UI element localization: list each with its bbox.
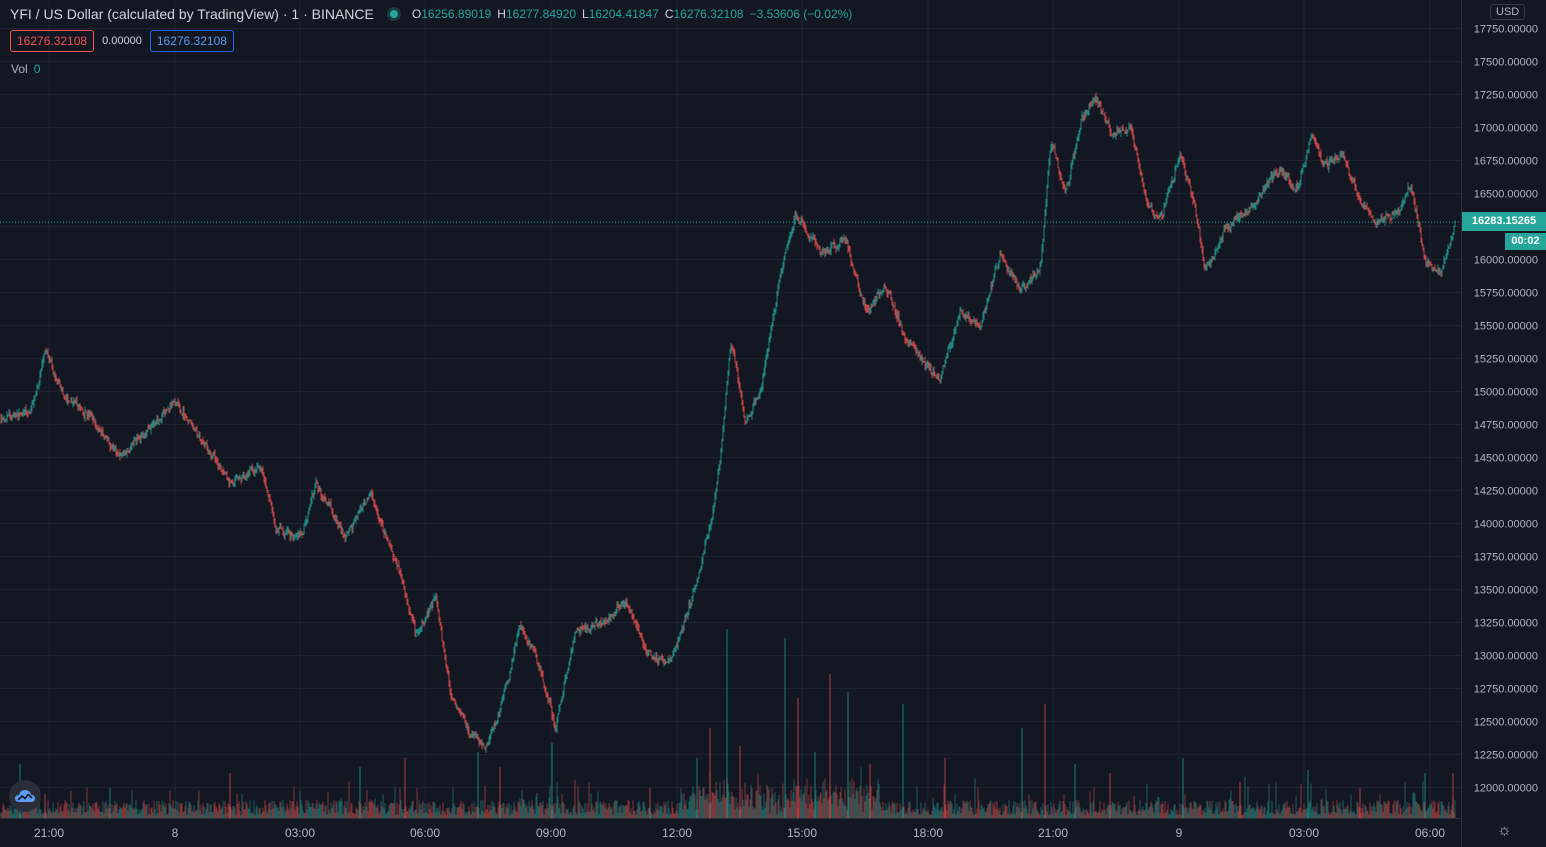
time-axis[interactable]: 21:00 8 03:00 06:00 09:00 12:00 15:00 18:00 21:0… bbox=[34, 826, 1445, 840]
low-label: L bbox=[582, 7, 589, 21]
price-tick-label: 14500.00000 bbox=[1474, 453, 1538, 465]
price-tick-label: 14000.00000 bbox=[1474, 519, 1538, 531]
volume-label: Vol bbox=[11, 62, 28, 76]
price-tick-label: 14750.00000 bbox=[1474, 420, 1538, 432]
time-tick-label: 8 bbox=[172, 826, 179, 840]
spread-value: 0.00000 bbox=[102, 35, 142, 47]
time-tick-label: 18:00 bbox=[913, 826, 943, 840]
price-tick-label: 13000.00000 bbox=[1474, 651, 1538, 663]
grid-lines bbox=[0, 0, 1461, 818]
time-tick-label: 06:00 bbox=[1415, 826, 1445, 840]
price-tick-label: 14250.00000 bbox=[1474, 486, 1538, 498]
time-tick-label: 06:00 bbox=[410, 826, 440, 840]
price-tick-label: 17250.00000 bbox=[1474, 90, 1538, 102]
price-tick-label: 13250.00000 bbox=[1474, 618, 1538, 630]
low-value: 16204.41847 bbox=[588, 7, 659, 21]
buy-price-button[interactable]: 16276.32108 bbox=[149, 30, 234, 52]
time-tick-label: 9 bbox=[1176, 826, 1183, 840]
price-tick-label: 17000.00000 bbox=[1474, 123, 1538, 135]
time-tick-label: 03:00 bbox=[1289, 826, 1319, 840]
price-tick-label: 12500.00000 bbox=[1474, 717, 1538, 729]
close-label: C bbox=[664, 7, 674, 21]
tradingview-logo-icon[interactable] bbox=[9, 780, 41, 812]
time-tick-label: 15:00 bbox=[787, 826, 817, 840]
chart-header: YFI / US Dollar (calculated by TradingVi… bbox=[10, 5, 852, 23]
volume-value: 0 bbox=[33, 62, 41, 76]
sell-price-button[interactable]: 16276.32108 bbox=[10, 30, 95, 52]
price-tick-label: 17500.00000 bbox=[1474, 57, 1538, 69]
trade-bar: 16276.32108 0.00000 16276.32108 bbox=[10, 30, 234, 52]
price-tick-label: 17750.00000 bbox=[1474, 24, 1538, 36]
time-tick-label: 09:00 bbox=[536, 826, 566, 840]
open-label: O bbox=[411, 7, 422, 21]
price-tick-label: 16000.00000 bbox=[1474, 255, 1538, 267]
candles bbox=[0, 92, 1456, 753]
price-tick-label: 15250.00000 bbox=[1474, 354, 1538, 366]
high-label: H bbox=[497, 7, 506, 21]
market-status-icon[interactable] bbox=[389, 10, 398, 18]
open-value: 16256.89019 bbox=[421, 7, 492, 21]
ohlc-legend: O16256.89019 H16277.84920 L16204.41847 C… bbox=[412, 7, 852, 21]
price-tick-label: 12250.00000 bbox=[1474, 750, 1538, 762]
change-value: −3.53606 (−0.02%) bbox=[749, 7, 853, 21]
volume-bars bbox=[0, 629, 1456, 818]
price-tick-label: 15500.00000 bbox=[1474, 321, 1538, 333]
cloud-icon bbox=[15, 790, 35, 802]
bar-countdown: 00:02 bbox=[1505, 233, 1546, 250]
price-tick-label: 16500.00000 bbox=[1474, 189, 1538, 201]
last-price-label: 16283.15265 bbox=[1462, 212, 1546, 231]
time-tick-label: 12:00 bbox=[662, 826, 692, 840]
price-tick-label: 13500.00000 bbox=[1474, 585, 1538, 597]
high-value: 16277.84920 bbox=[505, 7, 577, 21]
time-tick-label: 03:00 bbox=[285, 826, 315, 840]
price-tick-label: 15750.00000 bbox=[1474, 288, 1538, 300]
currency-label[interactable]: USD bbox=[1490, 4, 1526, 20]
settings-gear-icon[interactable]: ☼ bbox=[1497, 822, 1512, 839]
price-axis[interactable]: 17750.00000 17500.00000 17250.00000 17000.0… bbox=[1474, 24, 1538, 795]
price-tick-label: 15000.00000 bbox=[1474, 387, 1538, 399]
price-tick-label: 13750.00000 bbox=[1474, 552, 1538, 564]
price-tick-label: 12750.00000 bbox=[1474, 684, 1538, 696]
price-tick-label: 16750.00000 bbox=[1474, 156, 1538, 168]
volume-legend[interactable]: Vol 0 bbox=[11, 62, 40, 76]
time-tick-label: 21:00 bbox=[1038, 826, 1068, 840]
symbol-title[interactable]: YFI / US Dollar (calculated by TradingVi… bbox=[10, 6, 374, 22]
close-value: 16276.32108 bbox=[673, 7, 744, 21]
price-tick-label: 12000.00000 bbox=[1474, 783, 1538, 795]
time-tick-label: 21:00 bbox=[34, 826, 64, 840]
